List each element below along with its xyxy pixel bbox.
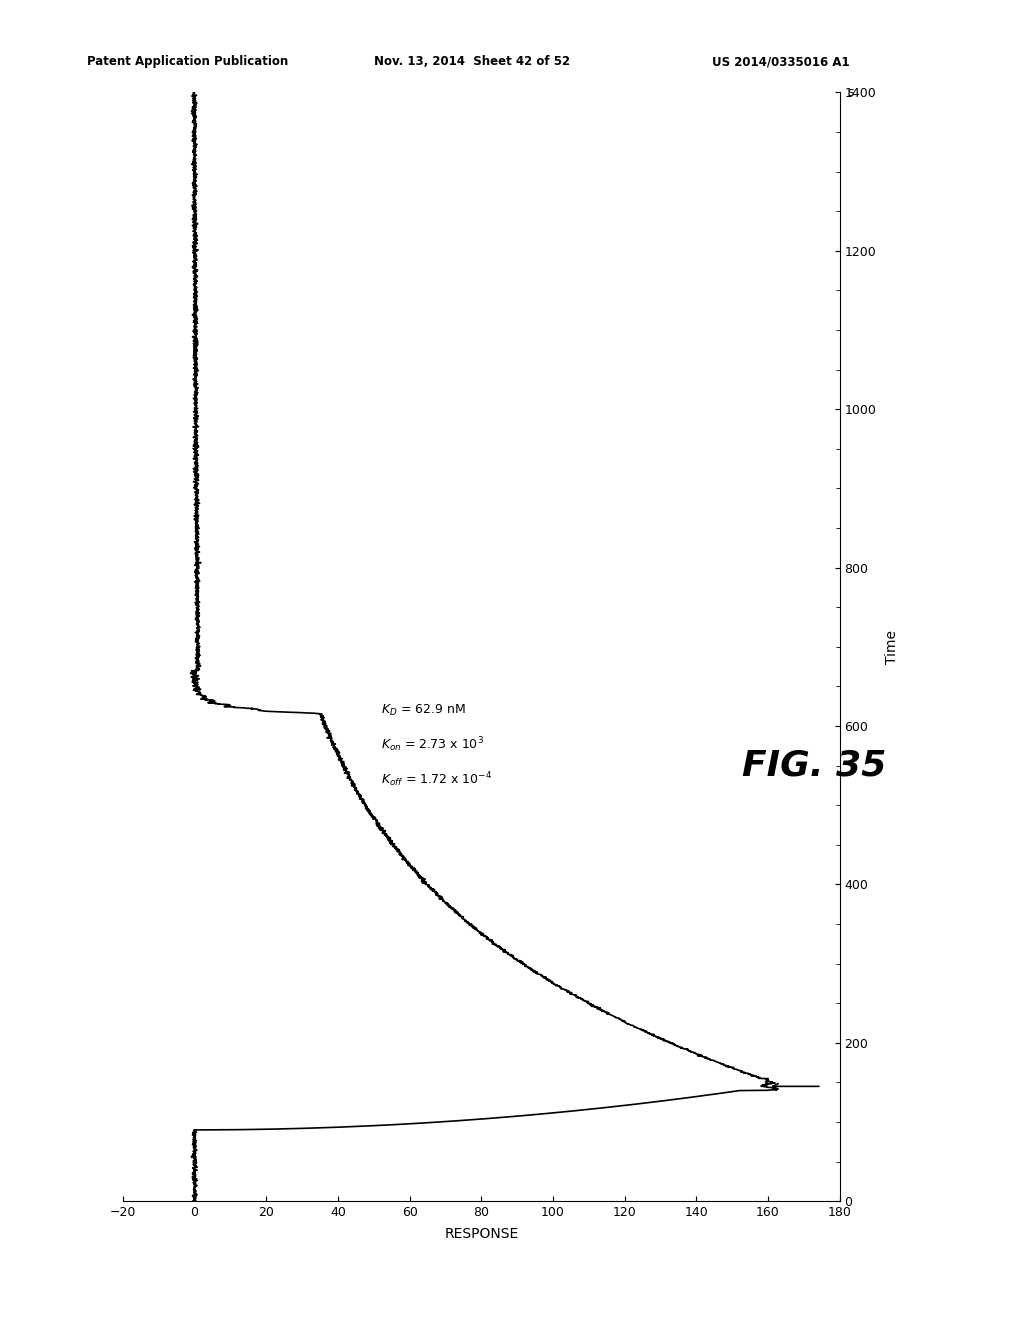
Text: s: s: [847, 86, 853, 99]
Text: $K_{off}$ = 1.72 x 10$^{-4}$: $K_{off}$ = 1.72 x 10$^{-4}$: [381, 771, 492, 789]
X-axis label: RESPONSE: RESPONSE: [444, 1228, 518, 1241]
Text: Nov. 13, 2014  Sheet 42 of 52: Nov. 13, 2014 Sheet 42 of 52: [374, 55, 570, 69]
Y-axis label: Time: Time: [885, 630, 899, 664]
Text: $K_D$ = 62.9 nM: $K_D$ = 62.9 nM: [381, 704, 466, 718]
Text: $K_{on}$ = 2.73 x 10$^3$: $K_{on}$ = 2.73 x 10$^3$: [381, 735, 484, 754]
Text: Patent Application Publication: Patent Application Publication: [87, 55, 289, 69]
Text: FIG. 35: FIG. 35: [742, 748, 886, 783]
Text: US 2014/0335016 A1: US 2014/0335016 A1: [712, 55, 849, 69]
